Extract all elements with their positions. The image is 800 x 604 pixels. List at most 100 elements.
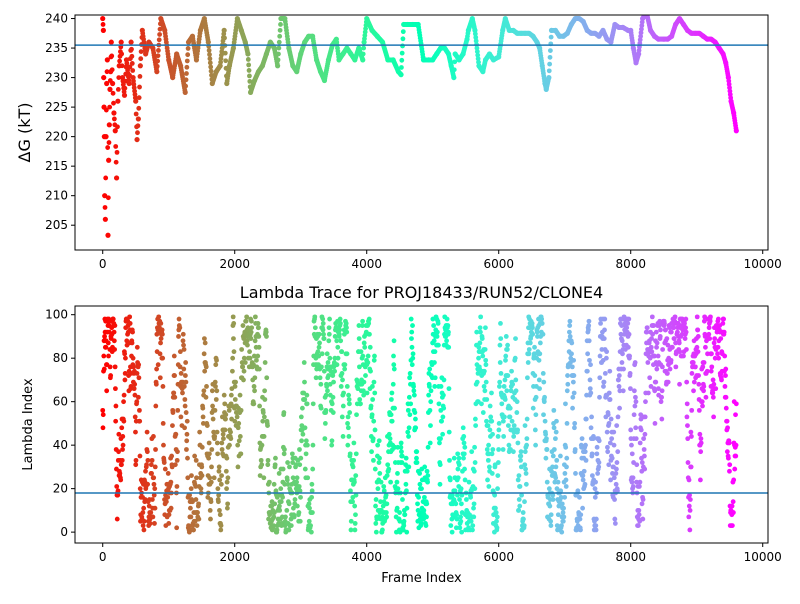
lambda-point	[692, 364, 698, 370]
lambda-point	[108, 373, 114, 378]
lambda-point	[149, 471, 154, 476]
lambda-point	[537, 386, 542, 392]
lambda-point	[254, 357, 259, 363]
lambda-point	[432, 384, 438, 389]
lambda-point	[686, 503, 692, 509]
lambda-point	[489, 390, 494, 396]
lambda-point	[495, 486, 500, 492]
lambda-point	[339, 349, 345, 355]
lambda-point	[641, 436, 647, 442]
lambda-point	[367, 331, 372, 337]
lambda-point	[630, 484, 636, 489]
lambda-point	[464, 497, 469, 502]
lambda-point	[404, 529, 410, 535]
lambda-chart-title: Lambda Trace for PROJ18433/RUN52/CLONE4	[240, 283, 603, 302]
delta-g-point	[400, 29, 406, 35]
lambda-point	[494, 525, 500, 531]
lambda-point	[542, 418, 548, 424]
lambda-point	[131, 364, 137, 370]
lambda-point	[160, 331, 165, 337]
lambda-point	[312, 314, 318, 320]
lambda-point	[631, 412, 637, 418]
lambda-point	[486, 464, 492, 470]
delta-g-point	[274, 61, 280, 66]
lambda-point	[639, 501, 645, 507]
lambda-point	[425, 473, 431, 478]
lambda-point	[703, 394, 709, 400]
lambda-point	[444, 316, 450, 322]
lambda-point	[247, 349, 252, 355]
lambda-point	[453, 501, 459, 507]
lambda-point	[665, 342, 671, 348]
lambda-point	[116, 431, 122, 437]
lambda-point	[631, 388, 637, 394]
delta-g-point	[182, 87, 188, 93]
lambda-point	[632, 403, 638, 409]
lambda-point	[522, 499, 527, 505]
lambda-point	[559, 523, 564, 529]
delta-g-point	[472, 26, 477, 32]
lambda-point	[447, 477, 453, 483]
delta-g-point	[475, 52, 481, 58]
lambda-point	[192, 453, 198, 459]
lambda-point	[551, 407, 557, 413]
lambda-point	[506, 442, 512, 448]
lambda-point	[166, 512, 172, 518]
lambda-point	[511, 423, 517, 428]
lambda-point	[698, 477, 703, 483]
lambda-point	[255, 320, 261, 326]
lambda-point	[251, 401, 257, 407]
y-tick-label: 60	[53, 395, 68, 409]
lambda-point	[196, 516, 202, 522]
lambda-point	[435, 320, 441, 326]
lambda-point	[615, 414, 621, 420]
lambda-point	[490, 447, 496, 452]
lambda-point	[468, 494, 474, 500]
lambda-point	[530, 331, 536, 337]
lambda-point	[485, 477, 490, 483]
lambda-point	[194, 523, 200, 529]
lambda-point	[132, 392, 138, 398]
lambda-point	[235, 442, 241, 448]
lambda-point	[294, 475, 300, 481]
delta-g-point	[105, 232, 111, 238]
lambda-point	[713, 386, 719, 392]
lambda-point	[158, 320, 164, 326]
lambda-point	[100, 412, 106, 418]
lambda-point	[626, 331, 632, 337]
lambda-point	[389, 390, 395, 396]
y-tick-label: 225	[45, 100, 68, 114]
lambda-point	[114, 484, 120, 489]
delta-g-point	[106, 122, 112, 128]
lambda-point	[428, 388, 434, 394]
lambda-point	[572, 421, 578, 426]
lambda-point	[431, 338, 437, 344]
delta-g-point	[112, 128, 118, 134]
lambda-point	[725, 425, 730, 431]
lambda-point	[425, 479, 430, 485]
lambda-point	[452, 488, 458, 494]
lambda-point	[483, 379, 489, 385]
lambda-point	[356, 323, 362, 328]
x-tick-label: 4000	[351, 257, 382, 271]
lambda-point	[359, 323, 365, 328]
lambda-point	[550, 497, 556, 502]
lambda-point	[424, 514, 429, 520]
lambda-point	[496, 447, 502, 452]
lambda-point	[518, 449, 524, 455]
lambda-point	[602, 371, 608, 376]
delta-g-point	[475, 56, 481, 62]
lambda-points	[100, 314, 739, 535]
lambda-point	[398, 444, 404, 450]
lambda-point	[115, 492, 121, 498]
lambda-point	[325, 360, 331, 365]
lambda-point	[434, 329, 440, 335]
lambda-point	[509, 368, 514, 374]
lambda-point	[637, 479, 643, 485]
delta-g-point	[278, 22, 283, 27]
lambda-point	[152, 505, 158, 511]
lambda-point	[227, 442, 232, 448]
lambda-point	[371, 457, 376, 463]
lambda-point	[373, 503, 378, 509]
lambda-point	[116, 449, 121, 455]
